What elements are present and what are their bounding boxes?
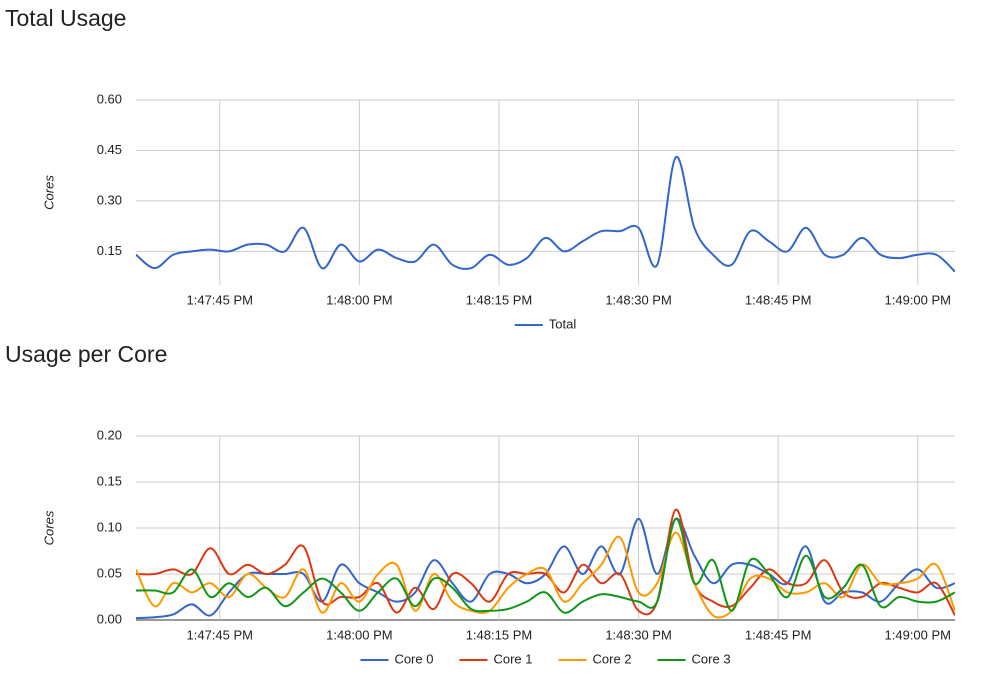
x-tick-label: 1:48:30 PM: [605, 292, 672, 307]
line-series: [136, 508, 955, 616]
chart-title: Usage per Core: [5, 341, 167, 367]
legend-label: Core 3: [692, 651, 731, 666]
x-tick-label: 1:48:45 PM: [745, 627, 812, 642]
legend-label: Core 1: [493, 651, 532, 666]
y-tick-label: 0.60: [97, 91, 122, 106]
y-tick-label: 0.00: [97, 611, 122, 626]
x-tick-label: 1:48:00 PM: [326, 627, 393, 642]
legend-label: Core 0: [394, 651, 433, 666]
y-axis-label: Cores: [41, 510, 56, 545]
legend-label: Total: [549, 316, 577, 331]
y-tick-label: 0.45: [97, 142, 122, 157]
x-tick-label: 1:48:15 PM: [466, 292, 533, 307]
x-tick-label: 1:47:45 PM: [187, 627, 254, 642]
y-tick-label: 0.05: [97, 565, 122, 580]
line-series: [136, 517, 955, 614]
y-axis-label: Cores: [41, 175, 56, 210]
x-tick-label: 1:49:00 PM: [885, 292, 952, 307]
y-tick-label: 0.30: [97, 192, 122, 207]
x-tick-label: 1:47:45 PM: [187, 292, 254, 307]
x-tick-label: 1:48:45 PM: [745, 292, 812, 307]
x-tick-label: 1:48:30 PM: [605, 627, 672, 642]
y-tick-label: 0.15: [97, 243, 122, 258]
y-tick-label: 0.15: [97, 473, 122, 488]
legend-label: Core 2: [593, 651, 632, 666]
y-tick-label: 0.20: [97, 427, 122, 442]
x-tick-label: 1:49:00 PM: [885, 627, 952, 642]
chart-title: Total Usage: [5, 5, 126, 31]
line-series: [136, 156, 955, 273]
x-tick-label: 1:48:15 PM: [466, 627, 533, 642]
x-tick-label: 1:48:00 PM: [326, 292, 393, 307]
y-tick-label: 0.10: [97, 519, 122, 534]
